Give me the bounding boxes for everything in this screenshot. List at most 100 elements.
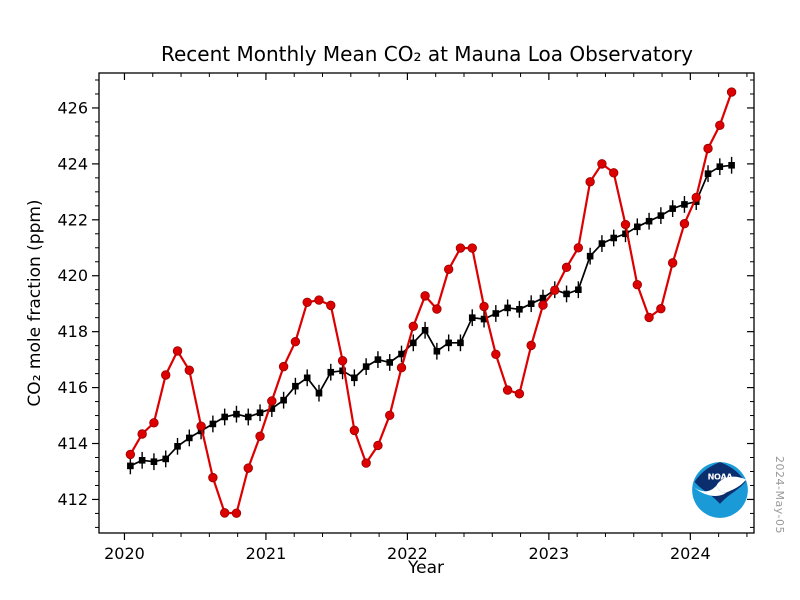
trend-point [492,310,500,317]
monthly-mean-point [385,410,395,420]
chart-title: Recent Monthly Mean CO₂ at Mauna Loa Obs… [161,42,693,66]
monthly-mean-point [432,304,442,314]
monthly-mean-point [550,285,560,295]
monthly-mean-point [231,508,242,518]
x-tick-label: 2022 [387,544,428,563]
monthly-mean-point [467,243,477,253]
y-tick-label: 412 [57,490,88,509]
monthly-mean-point [526,340,536,351]
plot-date-stamp: 2024-May-05 [773,456,786,534]
monthly-mean-point [161,370,171,380]
monthly-mean-point [715,120,725,130]
monthly-mean-point [703,143,713,154]
monthly-mean-point [479,301,489,312]
trend-point [669,205,676,212]
trend-point [386,359,394,366]
monthly-mean-point [337,356,348,366]
y-tick-label: 426 [57,98,88,117]
trend-point [127,462,134,470]
monthly-mean-point [455,243,466,253]
trend-point [480,315,488,323]
monthly-mean-point [408,321,418,332]
monthly-mean-point [314,295,324,305]
monthly-mean-point [125,449,136,460]
monthly-mean-series [125,87,737,518]
trend-point [633,223,641,231]
y-tick-label: 416 [57,378,88,397]
monthly-mean-point [502,385,513,395]
trend-point [527,300,535,307]
trend-point [398,350,405,358]
y-tick-label: 424 [57,154,88,173]
trend-point [303,374,311,382]
x-tick-label: 2024 [670,544,711,563]
x-axis-label: Year [407,558,444,578]
trend-point [468,314,476,321]
monthly-mean-point [726,87,737,97]
monthly-mean-point [243,463,253,473]
trend-point [681,201,688,208]
trend-point [327,368,335,376]
x-tick-label: 2020 [104,544,145,563]
trend-series [127,156,735,475]
seagull-icon [693,485,726,496]
trend-point [645,217,653,225]
y-tick-label: 418 [57,322,88,341]
trend-point [421,326,429,334]
trend-point [445,339,452,347]
trend-point [315,389,323,397]
trend-point [657,212,665,219]
trend-point [539,294,547,302]
trend-point [563,290,570,298]
monthly-mean-point [255,431,265,441]
monthly-mean-point [326,300,336,311]
trend-point [409,339,417,347]
trend-point [280,396,287,404]
trend-point [374,356,382,363]
trend-point [728,161,735,169]
monthly-mean-point [361,458,371,468]
monthly-mean-point [184,365,195,375]
trend-point [457,339,464,347]
monthly-mean-point [632,279,642,290]
trend-point [362,363,370,370]
y-tick-label: 420 [57,266,88,285]
monthly-mean-point [667,258,678,268]
trend-point [433,347,441,355]
trend-point [516,305,523,313]
trend-line [130,164,732,467]
monthly-mean-point [691,192,701,203]
y-tick-label: 422 [57,210,88,229]
monthly-mean-point [514,389,525,399]
trend-point [174,443,181,450]
monthly-mean-point [443,264,454,275]
monthly-mean-point [420,291,430,301]
monthly-mean-point [196,421,206,431]
trend-point [256,409,264,417]
monthly-mean-point [656,304,666,314]
monthly-mean-point [267,396,277,406]
monthly-mean-point [679,219,690,229]
monthly-mean-point [585,177,595,187]
trend-point [244,413,252,421]
trend-point [504,304,511,312]
noaa-logo: NOAA [692,462,748,518]
trend-point [716,163,724,170]
plot-area: 412 414 416 418 420 422 424 426 2020 2021 2022 2023… [57,72,755,563]
monthly-mean-point [149,418,159,428]
trend-point [138,456,146,464]
monthly-mean-point [609,168,619,178]
trend-point [292,382,299,390]
monthly-mean-point [219,508,230,518]
trend-point [186,434,193,442]
y-tick-label: 414 [57,434,88,453]
monthly-mean-point [396,363,407,373]
trend-point [339,367,346,375]
trend-point [221,413,228,421]
monthly-mean-point [561,262,572,273]
monthly-mean-point [278,361,289,372]
x-tick-label: 2021 [246,544,287,563]
monthly-mean-line [129,91,733,515]
